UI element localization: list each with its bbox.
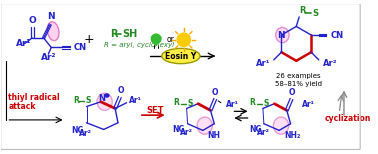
Text: CN: CN <box>330 30 343 40</box>
Text: O: O <box>288 88 295 97</box>
Text: N: N <box>277 30 284 40</box>
Text: Ar²: Ar² <box>180 128 193 137</box>
Text: Ar²: Ar² <box>40 53 56 62</box>
Ellipse shape <box>47 22 59 41</box>
Ellipse shape <box>162 48 200 64</box>
Text: or: or <box>166 35 174 44</box>
Text: Ar¹: Ar¹ <box>16 39 31 48</box>
Text: attack: attack <box>8 102 36 111</box>
Text: Ar¹: Ar¹ <box>302 100 315 109</box>
Text: Ar²: Ar² <box>79 129 92 138</box>
Text: 26 examples: 26 examples <box>276 73 321 79</box>
Text: O: O <box>28 16 36 24</box>
Ellipse shape <box>197 117 212 134</box>
Text: S: S <box>187 99 193 108</box>
Text: Ar²: Ar² <box>322 59 337 68</box>
Text: N: N <box>98 94 105 103</box>
Text: Ar¹: Ar¹ <box>129 96 141 105</box>
Text: thiyl radical: thiyl radical <box>8 93 60 101</box>
Text: SH: SH <box>123 29 138 39</box>
Text: R: R <box>110 29 118 39</box>
Text: R: R <box>173 98 179 107</box>
Text: R = aryl, cyclohexyl: R = aryl, cyclohexyl <box>104 42 174 48</box>
Text: N: N <box>47 12 55 21</box>
Text: Eosin Y: Eosin Y <box>165 52 197 61</box>
Text: NH₂: NH₂ <box>284 131 300 140</box>
Text: +: + <box>84 33 94 46</box>
Circle shape <box>177 33 191 47</box>
Ellipse shape <box>276 27 289 43</box>
Text: Ar²: Ar² <box>257 128 270 137</box>
Text: S: S <box>264 99 269 108</box>
Text: R: R <box>299 6 306 15</box>
Text: cyclization: cyclization <box>325 113 371 122</box>
Text: O: O <box>212 88 218 97</box>
Circle shape <box>151 34 161 44</box>
Text: R: R <box>73 96 79 105</box>
Text: S: S <box>85 96 91 105</box>
Text: CN: CN <box>73 43 86 52</box>
Text: S: S <box>313 9 319 18</box>
Text: NH: NH <box>208 131 221 140</box>
Text: R: R <box>249 98 255 107</box>
Text: SET: SET <box>146 106 164 115</box>
Text: NC: NC <box>173 125 185 134</box>
Ellipse shape <box>273 117 289 134</box>
Text: 58–81% yield: 58–81% yield <box>275 81 322 87</box>
Text: NC: NC <box>71 126 84 135</box>
Text: Ar¹: Ar¹ <box>256 59 270 68</box>
Text: O: O <box>118 86 124 95</box>
Ellipse shape <box>97 93 112 110</box>
Text: NC: NC <box>249 125 261 134</box>
Text: Ar¹: Ar¹ <box>226 100 239 109</box>
